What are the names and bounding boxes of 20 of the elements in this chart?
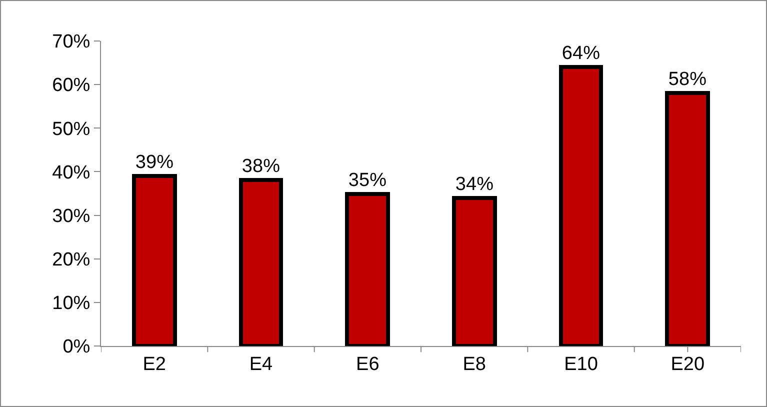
data-label: 38% xyxy=(242,156,280,177)
y-tick-label: 10% xyxy=(52,293,90,314)
data-label: 58% xyxy=(668,69,707,90)
y-tick-label: 50% xyxy=(52,118,90,140)
y-tick-label: 40% xyxy=(52,162,90,184)
x-tick-label: E2 xyxy=(142,354,166,375)
x-tick-label: E20 xyxy=(670,354,705,375)
data-label: 64% xyxy=(562,43,600,64)
data-label: 35% xyxy=(348,170,387,191)
y-tick-label: 20% xyxy=(52,250,90,271)
data-label: 34% xyxy=(455,174,494,195)
y-tick-label: 30% xyxy=(52,206,90,227)
data-label: 39% xyxy=(135,152,174,173)
y-tick-label: 0% xyxy=(62,336,90,358)
x-tick-label: E8 xyxy=(462,354,486,375)
x-tick-label: E4 xyxy=(249,354,274,375)
y-tick-label: 60% xyxy=(52,75,90,96)
y-tick-label: 70% xyxy=(52,32,90,53)
x-tick-label: E6 xyxy=(356,354,380,375)
x-tick-label: E10 xyxy=(564,354,598,375)
